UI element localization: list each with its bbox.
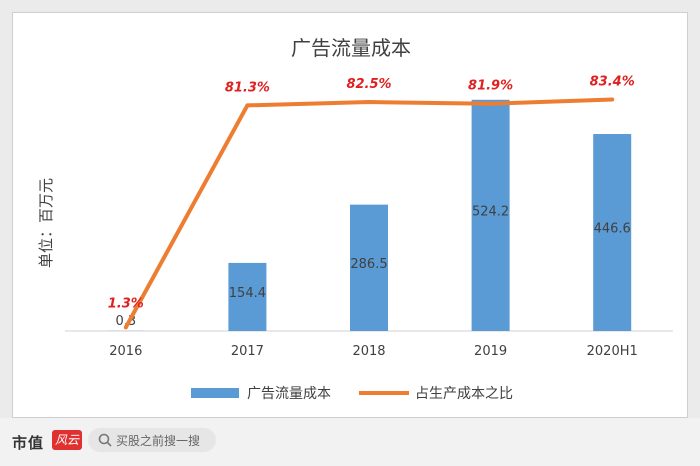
brand-logo-text: 市值: [12, 434, 45, 452]
search-box[interactable]: 买股之前搜一搜: [88, 428, 216, 452]
bar-value-label: 446.6: [594, 222, 631, 237]
legend-label-line: 占生产成本之比: [415, 386, 513, 402]
line-value-label: 81.9%: [468, 79, 513, 94]
bar-value-label: 286.5: [350, 257, 387, 272]
search-placeholder: 买股之前搜一搜: [116, 434, 201, 448]
legend-label-bar: 广告流量成本: [247, 386, 331, 402]
x-tick-label: 2020H1: [587, 344, 638, 359]
x-tick-label: 2019: [474, 344, 507, 359]
line-point-2017: [245, 103, 250, 108]
x-tick-label: 2016: [109, 344, 142, 359]
line-point-2018: [367, 100, 371, 105]
chart-card: 广告流量成本 单位：百万元 0.3 154.4 286.5 524.2 446.6 2016 2…: [12, 12, 688, 418]
line-value-label: 83.4%: [590, 75, 635, 90]
x-tick-label: 2017: [231, 344, 264, 359]
bar-value-label: 154.4: [229, 286, 266, 301]
line-point-2019: [488, 101, 493, 106]
bar-2019: [471, 99, 510, 331]
bar-2020H1: [593, 134, 632, 331]
line-value-label: 81.3%: [225, 80, 270, 95]
bar-value-label: 524.2: [472, 204, 509, 219]
chart-title: 广告流量成本: [291, 36, 411, 60]
search-icon: [98, 433, 112, 447]
x-tick-label: 2018: [352, 344, 385, 359]
bar-2017: [228, 262, 267, 331]
brand-logo-mark: 风云: [52, 430, 82, 450]
legend-swatch-bar: [191, 388, 239, 398]
y-axis-label: 单位：百万元: [37, 178, 55, 268]
line-value-label: 1.3%: [108, 296, 144, 311]
line-value-label: 82.5%: [346, 77, 391, 92]
line-point-2020H1: [610, 97, 615, 102]
bar-2018: [350, 204, 388, 331]
footer-bar: 市值 风云 买股之前搜一搜: [0, 418, 700, 466]
line-point-2016: [123, 325, 128, 330]
